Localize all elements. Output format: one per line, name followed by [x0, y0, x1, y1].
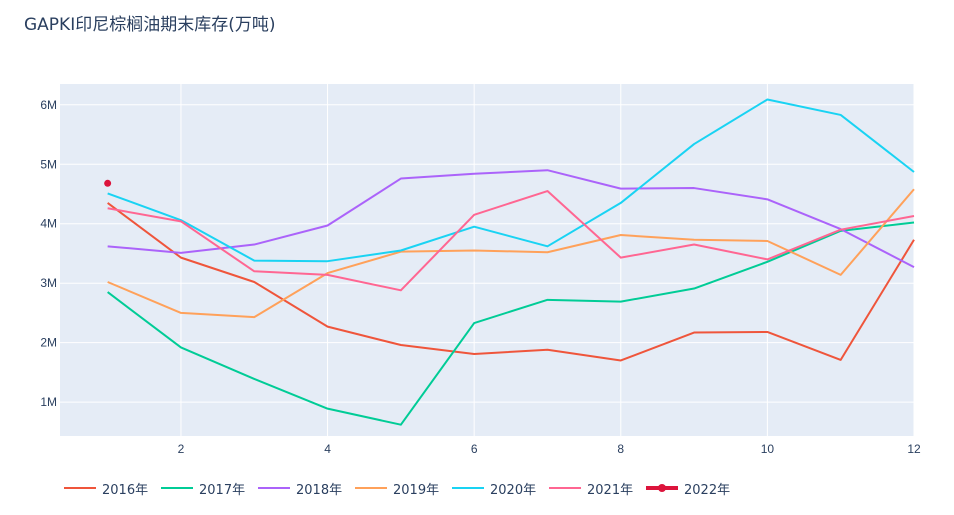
- series-2019年: [107, 188, 915, 319]
- legend-label: 2020年: [490, 482, 537, 498]
- legend-swatch: [64, 479, 96, 497]
- gridlines: [60, 84, 915, 436]
- series-line: [107, 188, 915, 319]
- legend-label: 2019年: [393, 482, 440, 498]
- legend-item[interactable]: 2022年: [646, 479, 743, 498]
- y-tick-label: 3M: [40, 276, 57, 290]
- series-2021年: [107, 190, 915, 292]
- legend-swatch: [646, 479, 678, 497]
- series-line: [107, 169, 915, 269]
- legend-item[interactable]: 2020年: [452, 479, 549, 498]
- y-tick-label: 2M: [40, 336, 57, 350]
- legend-swatch: [258, 479, 290, 497]
- series-line: [107, 190, 915, 292]
- legend-swatch: [549, 479, 581, 497]
- series-2018年: [107, 169, 915, 269]
- x-axis-ticks: 2 4 6 8 10 12: [178, 442, 921, 456]
- series-line: [107, 98, 915, 263]
- x-tick-label: 4: [324, 442, 331, 456]
- legend-label: 2017年: [199, 482, 246, 498]
- legend-swatch: [161, 479, 193, 497]
- y-tick-label: 1M: [40, 395, 57, 409]
- legend-item[interactable]: 2018年: [258, 479, 355, 498]
- chart-title: GAPKI印尼棕榈油期末库存(万吨): [24, 15, 276, 35]
- y-tick-label: 4M: [40, 217, 57, 231]
- x-tick-label: 8: [617, 442, 624, 456]
- series-2020年: [107, 98, 915, 263]
- y-tick-label: 5M: [40, 157, 57, 171]
- legend-item[interactable]: 2019年: [355, 479, 452, 498]
- legend-label: 2022年: [684, 482, 731, 498]
- series-2017年: [107, 221, 915, 426]
- x-tick-label: 6: [471, 442, 478, 456]
- x-tick-label: 10: [761, 442, 775, 456]
- series-line: [107, 221, 915, 426]
- series-2016年: [107, 202, 915, 362]
- data-point: [104, 179, 112, 187]
- legend-swatch: [355, 479, 387, 497]
- y-axis-ticks: 1M 2M 3M 4M 5M 6M: [40, 98, 57, 409]
- legend-item[interactable]: 2021年: [549, 479, 646, 498]
- x-tick-label: 12: [907, 442, 921, 456]
- legend-item[interactable]: 2017年: [161, 479, 258, 498]
- legend-label: 2021年: [587, 482, 634, 498]
- series-line: [107, 202, 915, 362]
- series-layer: [104, 98, 915, 426]
- legend-label: 2016年: [102, 482, 149, 498]
- series-2022年: [104, 179, 112, 187]
- x-tick-label: 2: [178, 442, 185, 456]
- legend-swatch: [452, 479, 484, 497]
- legend-label: 2018年: [296, 482, 343, 498]
- y-tick-label: 6M: [40, 98, 57, 112]
- legend-item[interactable]: 2016年: [64, 479, 161, 498]
- legend: 2016年 2017年 2018年 2019年 2020年 2021年 2022年: [64, 479, 743, 498]
